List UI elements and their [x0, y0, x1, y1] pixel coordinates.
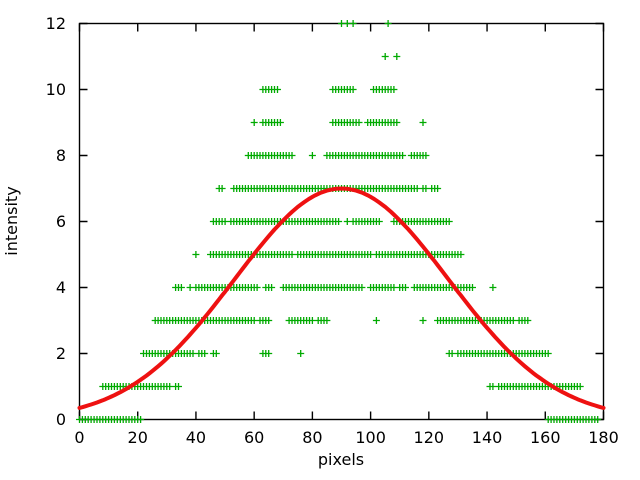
- x-tick-label: 0: [74, 428, 84, 447]
- x-tick-label: 160: [530, 428, 561, 447]
- plot-area: 0 20 40 60 80 100 120 140 160 180 0 2 4 6 8 10 12: [46, 14, 619, 447]
- x-tick-label: 20: [128, 428, 148, 447]
- x-axis-label: pixels: [318, 450, 364, 469]
- y-tick-label: 2: [56, 344, 66, 363]
- y-axis-label: intensity: [2, 186, 21, 255]
- x-tick-label: 180: [588, 428, 619, 447]
- x-tick-label: 120: [414, 428, 445, 447]
- y-tick-label: 4: [56, 278, 66, 297]
- y-tick-label: 10: [46, 80, 66, 99]
- y-tick-label: 0: [56, 410, 66, 429]
- x-tick-label: 140: [472, 428, 503, 447]
- axis-ticks: [78, 22, 605, 421]
- y-tick-label: 8: [56, 146, 66, 165]
- gaussian-fit-curve: [77, 186, 606, 410]
- y-tick-label: 6: [56, 212, 66, 231]
- scatter-points-plus-markers: [76, 20, 602, 423]
- y-tick-label: 12: [46, 14, 66, 33]
- x-tick-label: 100: [355, 428, 386, 447]
- x-tick-label: 60: [244, 428, 264, 447]
- x-tick-label: 80: [302, 428, 322, 447]
- x-tick-label: 40: [186, 428, 206, 447]
